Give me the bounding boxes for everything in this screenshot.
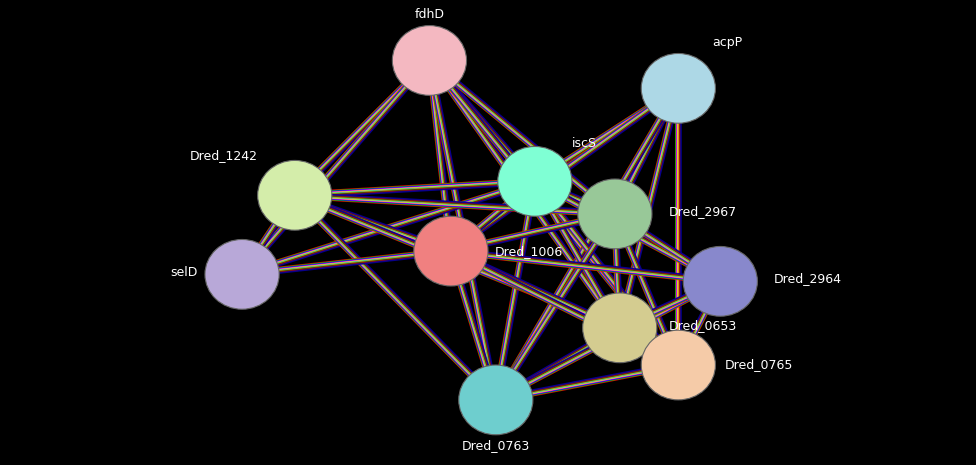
Text: iscS: iscS — [572, 137, 597, 150]
Ellipse shape — [683, 246, 757, 316]
Text: Dred_0763: Dred_0763 — [462, 439, 530, 452]
Text: fdhD: fdhD — [415, 8, 444, 21]
Ellipse shape — [578, 179, 652, 249]
Text: Dred_1006: Dred_1006 — [495, 245, 563, 258]
Text: Dred_2964: Dred_2964 — [774, 272, 842, 286]
Text: Dred_0765: Dred_0765 — [725, 359, 793, 372]
Ellipse shape — [258, 160, 332, 230]
Ellipse shape — [641, 53, 715, 123]
Ellipse shape — [205, 239, 279, 309]
Ellipse shape — [392, 26, 467, 95]
Text: Dred_0653: Dred_0653 — [669, 319, 737, 332]
Ellipse shape — [583, 293, 657, 363]
Ellipse shape — [459, 365, 533, 435]
Ellipse shape — [641, 330, 715, 400]
Text: Dred_1242: Dred_1242 — [189, 149, 258, 162]
Text: Dred_2967: Dred_2967 — [669, 205, 737, 218]
Ellipse shape — [414, 216, 488, 286]
Text: selD: selD — [171, 266, 198, 279]
Ellipse shape — [498, 146, 572, 216]
Text: acpP: acpP — [712, 36, 743, 49]
